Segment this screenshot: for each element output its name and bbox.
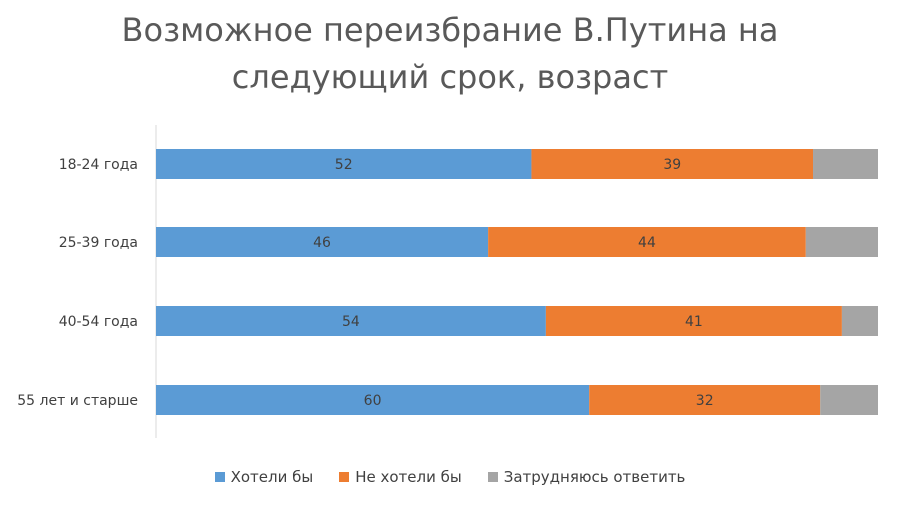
legend: Хотели бы Не хотели бы Затрудняюсь ответит… bbox=[0, 468, 900, 486]
data-label: 32 bbox=[696, 393, 714, 409]
category-label: 18-24 года bbox=[59, 157, 138, 173]
legend-label: Хотели бы bbox=[230, 468, 314, 486]
bar-segment-series-1 bbox=[488, 227, 806, 257]
data-label: 60 bbox=[364, 393, 382, 409]
bar-segment-series-1 bbox=[589, 385, 821, 415]
bar-segment-series-0 bbox=[156, 385, 590, 415]
chart-title-line-2: следующий срок, возраст bbox=[231, 58, 669, 96]
legend-swatch bbox=[487, 472, 498, 482]
data-label: 46 bbox=[313, 235, 331, 251]
bar-segment-series-2 bbox=[820, 385, 878, 415]
legend-label: Не хотели бы bbox=[355, 468, 462, 486]
category-label: 55 лет и старше bbox=[17, 393, 138, 409]
chart-title-line-1: Возможное переизбрание В.Путина на bbox=[121, 11, 779, 49]
bar-segment-series-2 bbox=[805, 227, 878, 257]
data-label: 52 bbox=[335, 157, 353, 173]
bar-segment-series-0 bbox=[156, 227, 489, 257]
data-label: 44 bbox=[638, 235, 656, 251]
category-label: 25-39 года bbox=[59, 235, 138, 251]
legend-item: Хотели бы bbox=[214, 468, 314, 486]
legend-swatch bbox=[214, 472, 225, 482]
data-label: 39 bbox=[663, 157, 681, 173]
bar-segment-series-0 bbox=[156, 306, 546, 336]
bar-segment-series-0 bbox=[156, 149, 532, 179]
legend-item: Не хотели бы bbox=[339, 468, 462, 486]
bar-segment-series-2 bbox=[841, 306, 878, 336]
category-label: 40-54 года bbox=[59, 314, 138, 330]
data-label: 41 bbox=[685, 314, 703, 330]
bar-segment-series-1 bbox=[545, 306, 842, 336]
legend-swatch bbox=[339, 472, 350, 482]
data-label: 54 bbox=[342, 314, 360, 330]
legend-label: Затрудняюсь ответить bbox=[503, 468, 686, 486]
legend-item: Затрудняюсь ответить bbox=[487, 468, 686, 486]
bar-segment-series-1 bbox=[531, 149, 814, 179]
bar-segment-series-2 bbox=[813, 149, 878, 179]
